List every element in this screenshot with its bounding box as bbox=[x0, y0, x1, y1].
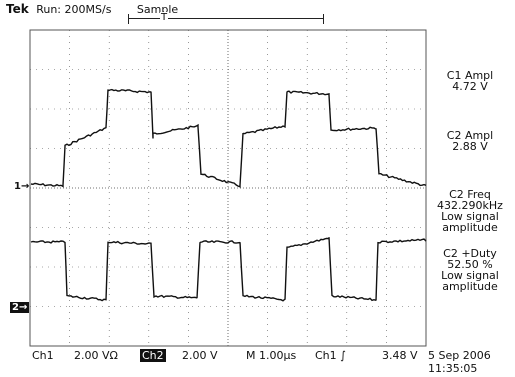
status-header: Tek Run: 200MS/s Sample bbox=[6, 2, 178, 16]
measurement-c1-ampl: C1 Ampl 4.72 V bbox=[426, 70, 514, 92]
measurement-c2-ampl: C2 Ampl 2.88 V bbox=[426, 130, 514, 152]
measurement-value: 2.88 V bbox=[452, 140, 488, 153]
timebase-readout: M 1.00µs bbox=[246, 349, 297, 362]
date-label: 5 Sep 2006 bbox=[428, 349, 491, 362]
measurement-c2-freq: C2 Freq 432.290kHz Low signal amplitude bbox=[426, 189, 514, 233]
channel-2-trace bbox=[30, 237, 427, 302]
measurement-note: amplitude bbox=[442, 221, 498, 234]
channel-2-scale: 2.00 V bbox=[182, 349, 218, 362]
measurement-title: C2 +Duty bbox=[443, 247, 497, 260]
channel-1-ground-marker: 1→ bbox=[14, 181, 30, 192]
measurement-title: C2 Freq bbox=[449, 188, 491, 201]
measurement-note: amplitude bbox=[442, 280, 498, 293]
channel-1-scale: 2.00 VΩ bbox=[74, 349, 118, 362]
brand-label: Tek bbox=[6, 2, 29, 16]
channel-1-trace bbox=[30, 88, 427, 188]
graticule bbox=[29, 29, 427, 347]
channel-2-ground-marker: 2→ bbox=[10, 302, 30, 313]
channel-1-label: Ch1 bbox=[32, 349, 54, 362]
trigger-position-indicator: T bbox=[160, 12, 169, 23]
measurement-value: 4.72 V bbox=[452, 80, 488, 93]
trigger-source-readout: Ch1 ∫ bbox=[315, 349, 346, 362]
channel-2-label: Ch2 bbox=[140, 349, 166, 362]
trigger-level-readout: 3.48 V bbox=[382, 349, 418, 362]
timestamp: 5 Sep 2006 11:35:05 bbox=[428, 349, 491, 375]
measurement-c2-duty: C2 +Duty 52.50 % Low signal amplitude bbox=[426, 248, 514, 292]
measurement-note: Low signal bbox=[441, 269, 499, 282]
measurement-value: 432.290kHz bbox=[437, 199, 503, 212]
record-position-bar: T bbox=[128, 12, 324, 24]
measurement-title: C2 Ampl bbox=[446, 129, 494, 142]
measurement-value: 52.50 % bbox=[447, 258, 493, 271]
measurement-title: C1 Ampl bbox=[446, 69, 494, 82]
run-state-label: Run: 200MS/s bbox=[36, 3, 112, 16]
measurement-note: Low signal bbox=[441, 210, 499, 223]
time-label: 11:35:05 bbox=[428, 362, 478, 375]
